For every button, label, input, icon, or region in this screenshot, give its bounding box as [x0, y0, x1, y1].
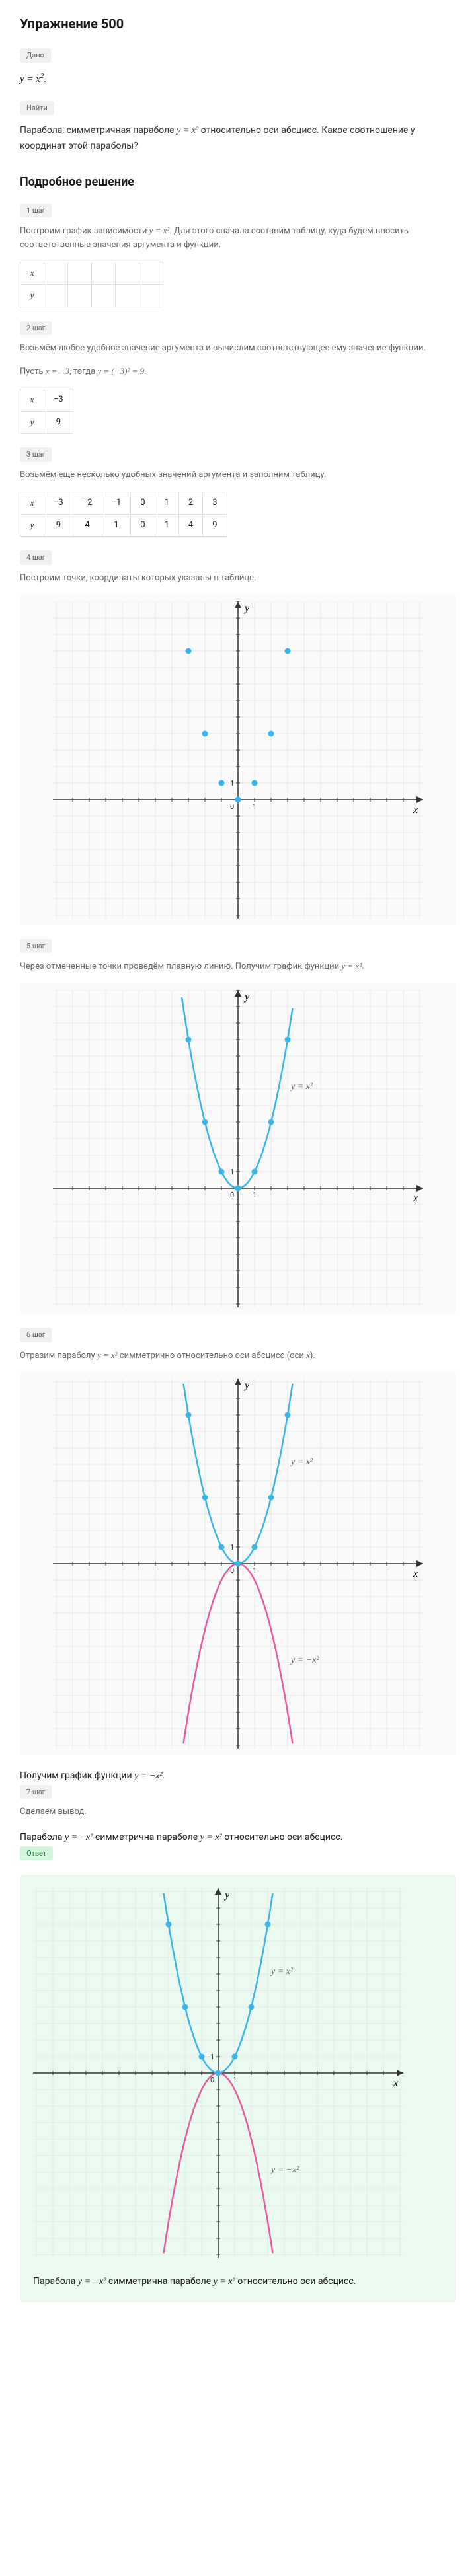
- step-1-label: 1 шаг: [20, 204, 52, 218]
- svg-text:1: 1: [253, 1191, 257, 1199]
- table-1: x y: [20, 262, 163, 307]
- step-7-label: 7 шаг: [20, 1785, 52, 1799]
- svg-text:1: 1: [253, 802, 257, 811]
- page-title: Упражнение 500: [20, 13, 456, 34]
- chart-answer: xy011y = x²y = −x²: [33, 1888, 443, 2263]
- step-2-label: 2 шаг: [20, 321, 52, 336]
- step-6-text: Отразим параболу y = x² симметрично отно…: [20, 1349, 456, 1363]
- find-badge: Найти: [20, 101, 54, 116]
- svg-text:x: x: [413, 1568, 418, 1579]
- answer-box: xy011y = x²y = −x² Парабола y = −x² симм…: [20, 1875, 456, 2302]
- table-2: x−3 y9: [20, 389, 73, 434]
- step-1-text: Построим график зависимости y = x². Для …: [20, 224, 456, 252]
- step-2-text: Возьмём любое удобное значение аргумента…: [20, 342, 456, 356]
- given-equation: y = x2.: [20, 71, 456, 87]
- step-5-label: 5 шаг: [20, 939, 52, 954]
- step-7-text: Сделаем вывод.: [20, 1805, 456, 1819]
- svg-text:1: 1: [230, 779, 234, 788]
- svg-text:x: x: [393, 2078, 398, 2089]
- step-5-text: Через отмеченные точки проведём плавную …: [20, 960, 456, 974]
- solution-heading: Подробное решение: [20, 173, 456, 192]
- svg-text:y: y: [243, 991, 250, 1003]
- svg-text:y = x²: y = x²: [270, 1967, 294, 1977]
- step-7-conclusion: Парабола y = −x² симметрична параболе y …: [20, 1830, 456, 1845]
- step-4-label: 4 шаг: [20, 550, 52, 565]
- svg-text:0: 0: [230, 1191, 234, 1199]
- step-3-text: Возьмём еще несколько удобных значений а…: [20, 469, 456, 482]
- answer-text: Парабола y = −x² симметрична параболе y …: [33, 2274, 443, 2289]
- svg-text:y: y: [223, 1889, 230, 1901]
- chart-parabola-both: xy011y = x²y = −x²: [20, 1372, 456, 1755]
- svg-text:1: 1: [233, 2076, 237, 2084]
- svg-text:y = −x²: y = −x²: [290, 1655, 319, 1665]
- chart-parabola-up: x y 0 1 1 y = x²: [20, 983, 456, 1314]
- table-3: x−3−2−10123 y9410149: [20, 492, 227, 537]
- svg-text:1: 1: [210, 2053, 214, 2061]
- svg-text:y = −x²: y = −x²: [270, 2165, 299, 2175]
- svg-text:1: 1: [230, 1543, 234, 1552]
- svg-text:0: 0: [230, 802, 234, 811]
- given-badge: Дано: [20, 48, 51, 63]
- svg-text:y: y: [243, 603, 250, 614]
- step-4-text: Построим точки, координаты которых указа…: [20, 572, 456, 586]
- svg-text:x: x: [413, 804, 418, 815]
- svg-text:y: y: [243, 1380, 250, 1391]
- chart-points: x y 0 1 1: [20, 595, 456, 925]
- svg-text:1: 1: [253, 1566, 257, 1575]
- step-3-label: 3 шаг: [20, 447, 52, 462]
- answer-badge: Ответ: [20, 1846, 53, 1861]
- svg-text:y = x²: y = x²: [290, 1082, 313, 1092]
- step-6-label: 6 шаг: [20, 1328, 52, 1342]
- svg-text:x: x: [413, 1193, 418, 1204]
- svg-text:y = x²: y = x²: [290, 1457, 313, 1467]
- step-6-result: Получим график функции y = −x².: [20, 1768, 456, 1784]
- task-text: Парабола, симметричная параболе y = x² о…: [20, 123, 456, 153]
- svg-text:1: 1: [230, 1168, 234, 1176]
- step-2-calc: Пусть x = −3, тогда y = (−3)² = 9.: [20, 365, 456, 379]
